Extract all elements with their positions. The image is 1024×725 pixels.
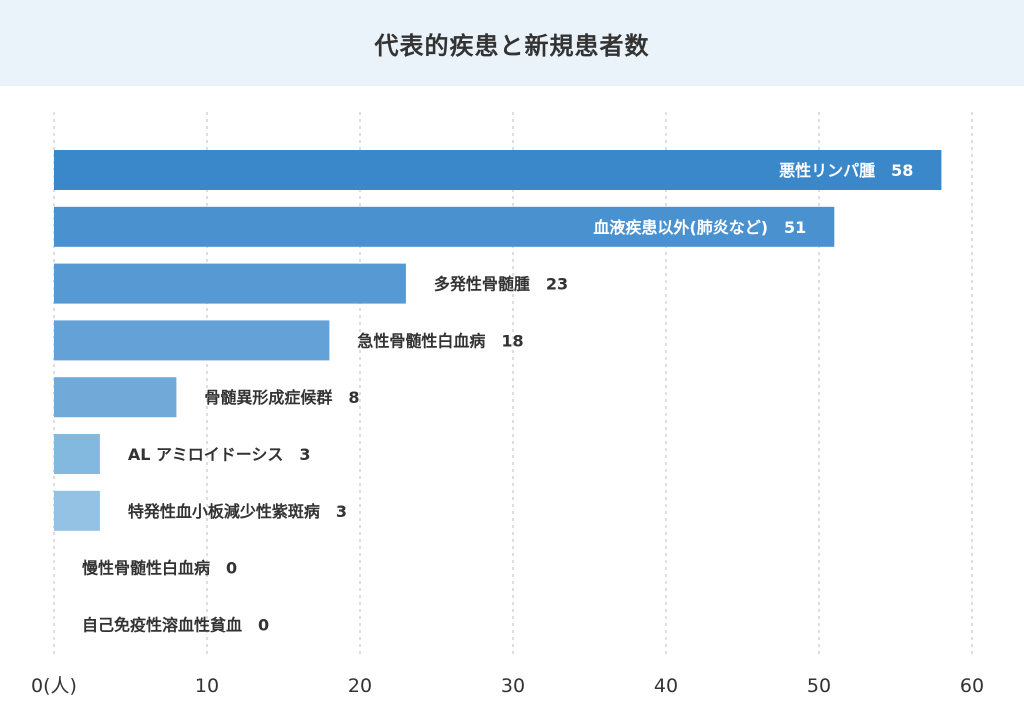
bar-label: 特発性血小板減少性紫斑病 3 [128, 502, 347, 521]
bar-label: 自己免疫性溶血性貧血 0 [82, 615, 269, 634]
bar-label: AL アミロイドーシス 3 [128, 445, 311, 464]
bar [54, 263, 406, 304]
bar [54, 434, 100, 474]
x-axis-ticks: 0(人) 10 20 30 40 50 60 [31, 675, 984, 697]
bar-label: 血液疾患以外(肺炎など) 51 [593, 218, 806, 237]
bar-label: 悪性リンパ腫 58 [779, 161, 913, 180]
chart-title: 代表的疾患と新規患者数 [374, 31, 650, 60]
bar-label: 骨髄異形成症候群 8 [204, 388, 359, 407]
x-tick-label: 60 [960, 675, 984, 697]
x-tick-label: 10 [195, 675, 219, 697]
bar-label: 慢性骨髄性白血病 0 [82, 559, 237, 578]
bar [54, 150, 942, 190]
bar-label: 多発性骨髄腫 23 [434, 275, 568, 294]
x-tick-label: 20 [348, 675, 372, 697]
bar [54, 320, 330, 361]
x-tick-label: 40 [654, 675, 678, 697]
grid-lines [53, 112, 973, 658]
x-tick-label: 30 [501, 675, 525, 697]
bar [54, 377, 177, 418]
chart-header: 代表的疾患と新規患者数 [0, 0, 1024, 86]
bar-labels: 悪性リンパ腫 58 血液疾患以外(肺炎など) 51 多発性骨髄腫 23 急性骨髄性白血… [82, 161, 913, 634]
bar [54, 490, 100, 531]
x-tick-label: 50 [807, 675, 831, 697]
bar-label: 急性骨髄性白血病 18 [357, 331, 523, 350]
x-tick-label: 0(人) [31, 675, 77, 697]
bar [54, 206, 835, 247]
bars [54, 150, 942, 531]
